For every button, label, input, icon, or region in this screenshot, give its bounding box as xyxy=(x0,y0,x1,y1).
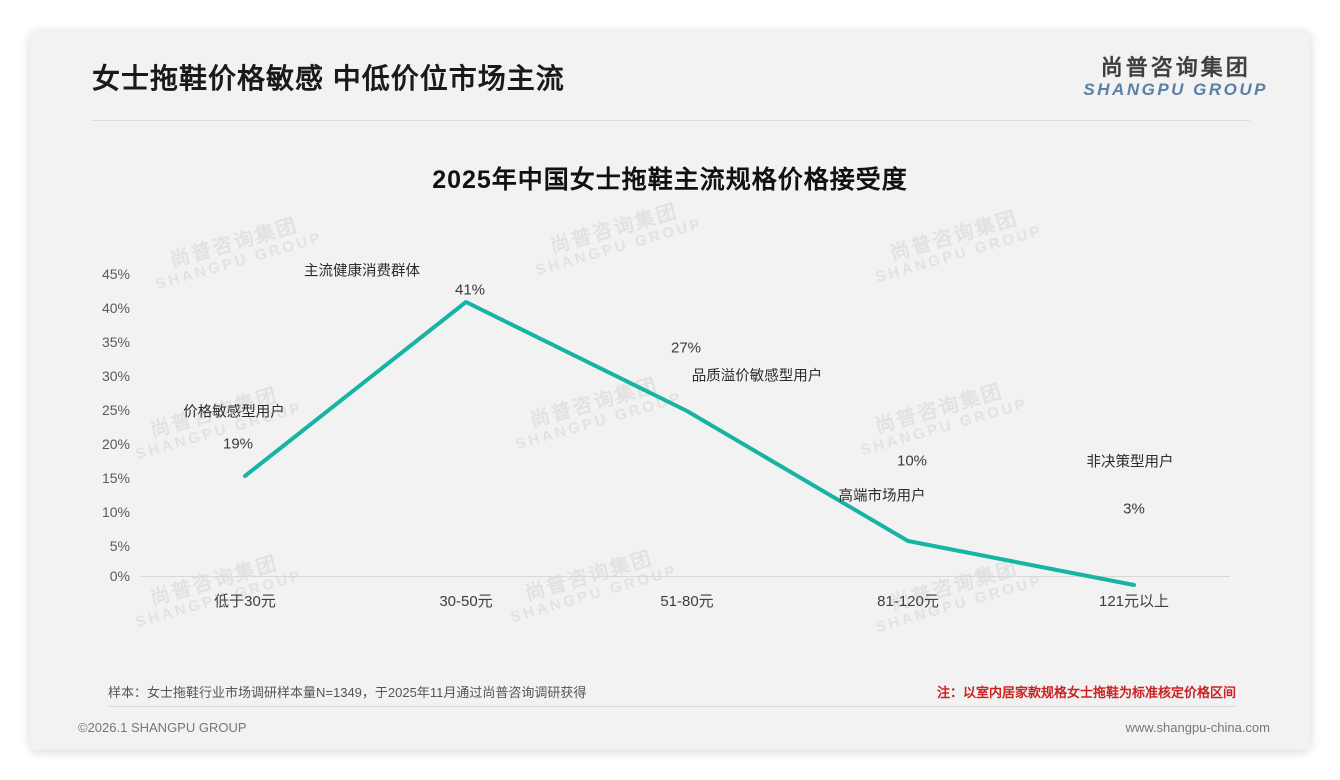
x-tick-label: 51-80元 xyxy=(660,593,714,610)
y-tick-label: 35% xyxy=(101,334,130,350)
point-annotation: 主流健康消费群体 xyxy=(304,263,420,280)
point-annotation: 价格敏感型用户 xyxy=(183,404,285,421)
website-url[interactable]: www.shangpu-china.com xyxy=(1125,720,1270,735)
line-chart: 45% 40% 35% 30% 25% 20% 15% 10% 5% 0% 19… xyxy=(30,30,1310,750)
data-label: 3% xyxy=(1123,500,1145,518)
x-tick-label: 121元以上 xyxy=(1098,593,1170,610)
data-label: 27% xyxy=(670,339,702,357)
header-divider xyxy=(92,120,1250,121)
y-tick-label: 0% xyxy=(109,568,130,584)
x-tick-label: 81-120元 xyxy=(877,593,939,610)
chart-title: 2025年中国女士拖鞋主流规格价格接受度 xyxy=(432,166,908,194)
point-annotation: 高端市场用户 xyxy=(838,488,926,505)
x-axis-baseline xyxy=(140,576,1230,577)
x-tick-label: 30-50元 xyxy=(439,593,493,610)
data-label: 10% xyxy=(896,452,928,470)
page-title: 女士拖鞋价格敏感 中低价位市场主流 xyxy=(92,63,565,94)
logo-en-text: SHANGPU GROUP xyxy=(1083,79,1268,99)
y-tick-label: 30% xyxy=(101,368,130,384)
y-tick-label: 15% xyxy=(101,470,130,486)
y-tick-label: 45% xyxy=(101,266,130,282)
x-tick-label: 低于30元 xyxy=(214,593,276,610)
sample-note: 样本：女士拖鞋行业市场调研样本量N=1349，于2025年11月通过尚普咨询调研… xyxy=(108,685,587,700)
y-tick-label: 5% xyxy=(109,538,130,554)
y-tick-label: 20% xyxy=(101,436,130,452)
logo-cn-text: 尚普咨询集团 xyxy=(1100,55,1251,80)
brand-logo: 尚普咨询集团 SHANGPU GROUP xyxy=(1083,55,1268,100)
copyright-text: ©2026.1 SHANGPU GROUP xyxy=(78,720,247,735)
y-tick-label: 10% xyxy=(101,504,130,520)
data-label: 19% xyxy=(222,435,254,453)
slide-header: 女士拖鞋价格敏感 中低价位市场主流 尚普咨询集团 SHANGPU GROUP xyxy=(30,30,1310,122)
footnotes: 样本：女士拖鞋行业市场调研样本量N=1349，于2025年11月通过尚普咨询调研… xyxy=(108,675,1236,707)
point-annotation: 品质溢价敏感型用户 xyxy=(691,368,823,385)
series-line xyxy=(243,300,1136,587)
footer-bar: ©2026.1 SHANGPU GROUP www.shangpu-china.… xyxy=(30,710,1310,750)
y-tick-label: 25% xyxy=(101,402,130,418)
series-line-svg xyxy=(243,300,1136,587)
slide-card: 尚普咨询集团 SHANGPU GROUP 尚普咨询集团 SHANGPU GROU… xyxy=(30,30,1310,750)
point-annotation: 非决策型用户 xyxy=(1086,454,1174,471)
red-note: 注：以室内居家款规格女士拖鞋为标准核定价格区间 xyxy=(936,685,1236,700)
y-tick-label: 40% xyxy=(101,300,130,316)
data-label: 41% xyxy=(454,281,486,299)
